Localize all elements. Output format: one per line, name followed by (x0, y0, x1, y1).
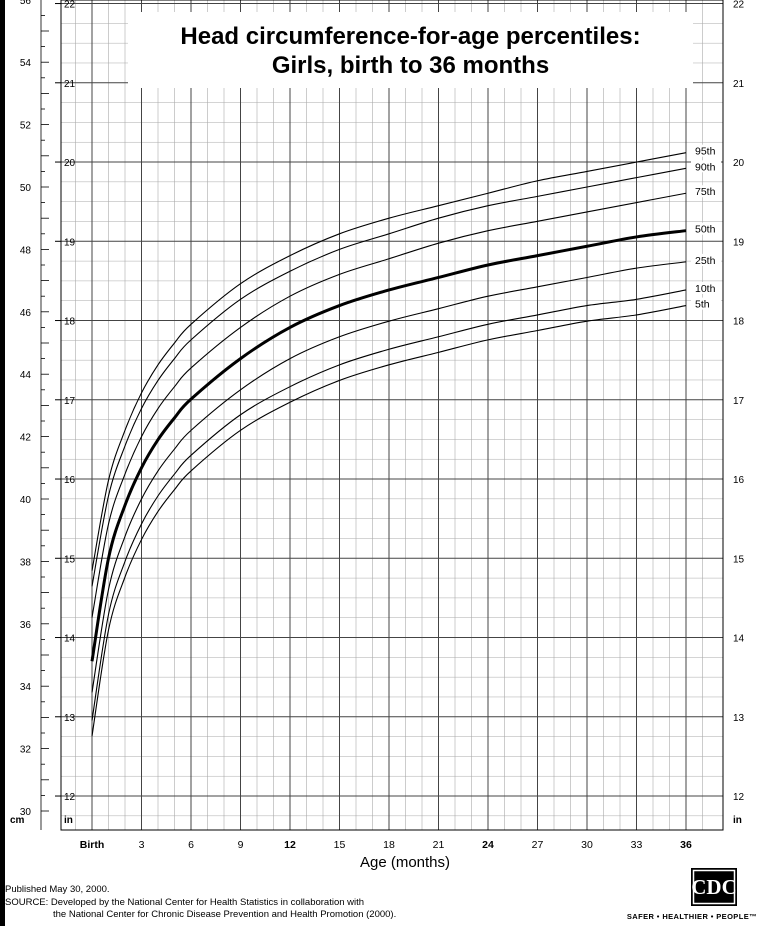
y-cm-tick-label: 50 (20, 183, 32, 194)
x-tick-label: 24 (482, 839, 494, 851)
y-in-tick-label-left: 17 (64, 396, 76, 407)
y-in-tick-label-right: 20 (733, 158, 745, 169)
y-in-tick-label-right: 12 (733, 792, 745, 803)
y-in-tick-label-right: 18 (733, 317, 745, 328)
chart-subtitle: Girls, birth to 36 months (271, 52, 550, 79)
y-cm-tick-label: 54 (20, 58, 32, 69)
series-label-90th: 90th (695, 161, 716, 173)
x-tick-label: 12 (284, 839, 296, 851)
source-line-1: SOURCE: Developed by the National Center… (5, 896, 365, 908)
x-tick-label: 15 (334, 839, 346, 851)
y-in-tick-label-left: 15 (64, 554, 76, 565)
chart-title-box: Head circumference-for-age percentiles: … (128, 12, 693, 88)
y-cm-tick-label: 44 (20, 370, 32, 381)
y-in-tick-label-right: 21 (733, 79, 745, 90)
y-cm-tick-label: 38 (20, 557, 32, 568)
series-line-90th (91, 167, 687, 587)
y-in-tick-label-left: 12 (64, 792, 76, 803)
series-label-5th: 5th (695, 299, 710, 311)
x-tick-label: 18 (383, 839, 395, 851)
y-in-tick-label-right: 14 (733, 634, 745, 645)
y-in-tick-label-right: 15 (733, 554, 745, 565)
y-in-tick-label-right: 13 (733, 713, 745, 724)
y-in-tick-label-left: 18 (64, 317, 76, 328)
y-unit-cm: cm (10, 815, 25, 826)
x-axis-label: Age (months) (360, 854, 450, 871)
series-line-95th (91, 152, 687, 571)
series-label-75th: 75th (695, 186, 716, 198)
series-line-25th (91, 261, 687, 693)
cdc-tagline: SAFER • HEALTHIER • PEOPLE™ (626, 912, 757, 921)
y-in-tick-label-right: 19 (733, 237, 745, 248)
series-label-25th: 25th (695, 255, 716, 267)
x-tick-label: 6 (188, 839, 194, 851)
y-in-tick-label-left: 20 (64, 158, 76, 169)
chart-page: 30 32 34 36 38 40 42 44 46 48 50 52 54 56 12 12 13 13 14 14… (5, 0, 760, 926)
footer-source: Published May 30, 2000. SOURCE: Develope… (5, 884, 396, 922)
y-in-tick-label-right: 17 (733, 396, 745, 407)
series-line-50th (90, 229, 687, 662)
x-tick-label: 9 (238, 839, 244, 851)
y-unit-in-right: in (733, 815, 742, 826)
series-label-bg (691, 253, 721, 266)
y-in-tick-label-right: 16 (733, 475, 745, 486)
x-tick-label: 27 (532, 839, 544, 851)
y-cm-tick-label: 36 (20, 620, 32, 631)
series-label-bg (691, 281, 721, 294)
series-line-10th (91, 289, 687, 721)
y-in-tick-label-left: 13 (64, 713, 76, 724)
x-tick-label: 21 (433, 839, 445, 851)
y-unit-in-left: in (64, 815, 73, 826)
series-label-10th: 10th (695, 283, 716, 295)
series-label-bg (691, 297, 721, 310)
x-tick-label: 36 (680, 839, 692, 851)
y-in-tick-label-right: 22 (733, 0, 745, 11)
y-cm-tick-label: 52 (20, 121, 32, 132)
y-cm-tick-label: 32 (20, 745, 32, 756)
x-tick-label: 30 (581, 839, 593, 851)
y-cm-tick-label: 40 (20, 495, 32, 506)
y-cm-tick-label: 42 (20, 433, 32, 444)
source-line-2: the National Center for Chronic Disease … (53, 909, 397, 920)
y-cm-tick-label: 46 (20, 308, 32, 319)
y-in-tick-label-left: 19 (64, 237, 76, 248)
series-label-bg (691, 185, 721, 198)
plot-frame (60, 0, 724, 831)
cdc-logo: CDC (691, 868, 737, 906)
series-label-50th: 50th (695, 224, 716, 236)
published-date: Published May 30, 2000. (5, 884, 110, 895)
y-in-tick-label-left: 21 (64, 79, 76, 90)
cdc-logo-text: CDC (691, 875, 737, 899)
y-cm-tick-label: 48 (20, 245, 32, 256)
series-label-bg (691, 160, 721, 173)
y-cm-tick-label: 34 (20, 682, 32, 693)
chart-title: Head circumference-for-age percentiles: (180, 23, 641, 50)
x-tick-label: 33 (631, 839, 643, 851)
series-line-75th (91, 192, 687, 618)
series-line-5th (91, 305, 687, 737)
series-label-bg (691, 144, 721, 157)
y-in-tick-label-left: 14 (64, 634, 76, 645)
x-tick-label: 3 (139, 839, 145, 851)
y-cm-tick-label: 56 (20, 0, 32, 7)
y-cm-tick-label: 30 (20, 807, 32, 818)
series-label-bg (691, 222, 721, 235)
y-in-tick-label-left: 16 (64, 475, 76, 486)
y-in-tick-label-left: 22 (64, 0, 76, 11)
series-label-95th: 95th (695, 146, 716, 158)
x-tick-label: Birth (80, 839, 105, 851)
